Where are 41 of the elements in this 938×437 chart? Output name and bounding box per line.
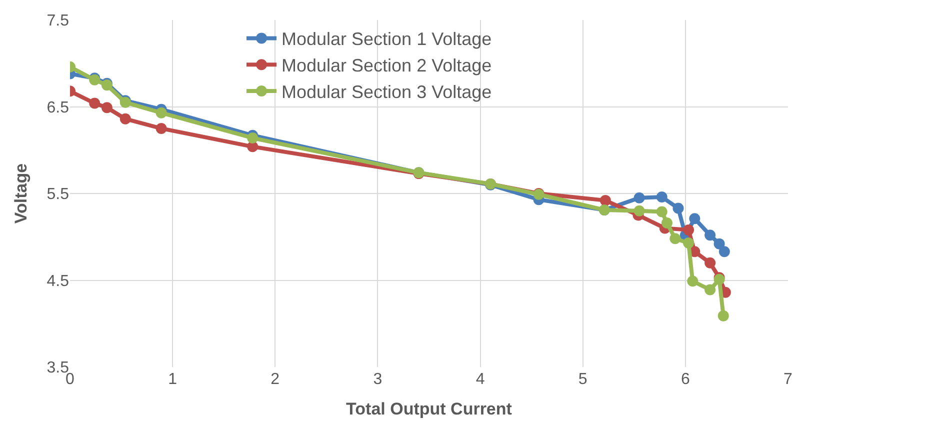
point bbox=[89, 98, 100, 109]
legend-label: Modular Section 1 Voltage bbox=[282, 29, 492, 50]
x-tick-label: 4 bbox=[476, 371, 485, 388]
y-tick-label: 6.5 bbox=[46, 99, 70, 116]
x-tick-label: 3 bbox=[373, 371, 382, 388]
point bbox=[634, 192, 645, 204]
point bbox=[120, 113, 131, 124]
point bbox=[156, 122, 167, 134]
point bbox=[634, 205, 645, 216]
legend-label: Modular Section 2 Voltage bbox=[282, 56, 492, 76]
point bbox=[689, 213, 700, 224]
x-tick-label: 1 bbox=[168, 371, 178, 388]
point bbox=[656, 191, 668, 202]
legend-label: Modular Section 3 Voltage bbox=[282, 82, 492, 102]
y-tick-label: 4.5 bbox=[46, 272, 70, 290]
point bbox=[101, 102, 112, 114]
x-tick-label: 5 bbox=[578, 371, 588, 388]
point bbox=[714, 238, 725, 250]
point bbox=[672, 202, 684, 214]
point bbox=[718, 246, 730, 258]
x-tick-label: 7 bbox=[784, 371, 793, 388]
point bbox=[704, 284, 716, 296]
point bbox=[247, 132, 258, 144]
y-tick-label: 5.5 bbox=[46, 186, 70, 204]
point bbox=[704, 257, 716, 268]
x-axis-title: Total Output Current bbox=[346, 399, 512, 418]
x-tick-label: 0 bbox=[66, 371, 75, 388]
y-tick-label: 7.5 bbox=[46, 12, 70, 30]
point bbox=[687, 276, 698, 287]
point bbox=[656, 206, 668, 218]
point bbox=[156, 107, 167, 118]
x-tick-label: 2 bbox=[270, 371, 280, 388]
point bbox=[704, 230, 716, 241]
x-tick-label: 6 bbox=[680, 371, 690, 388]
point bbox=[683, 224, 694, 236]
point bbox=[683, 237, 694, 248]
point bbox=[670, 233, 681, 244]
y-axis-title: Voltage bbox=[11, 163, 30, 224]
point bbox=[718, 310, 729, 322]
point bbox=[661, 218, 672, 228]
point bbox=[600, 194, 611, 206]
